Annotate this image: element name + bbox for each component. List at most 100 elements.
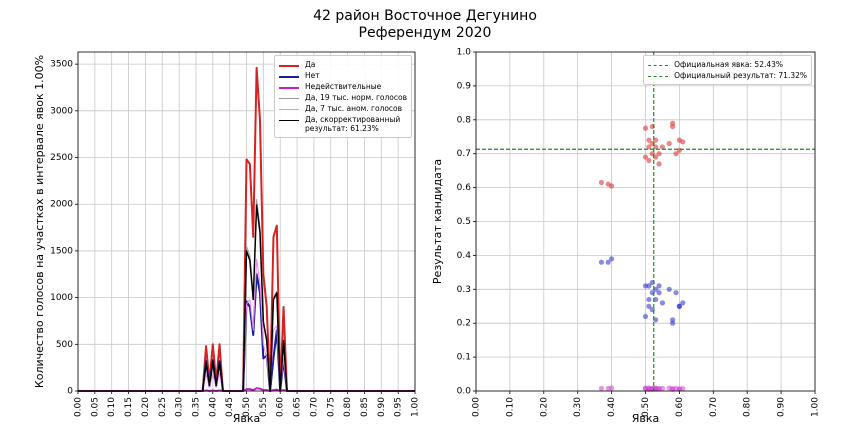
y-tick-label: 0.4 <box>457 251 472 261</box>
x-tick-label: 0.00 <box>74 397 84 417</box>
scatter-point <box>653 144 659 150</box>
x-tick-label: 0.85 <box>360 397 370 417</box>
scatter-point <box>659 385 666 391</box>
legend-key <box>278 76 299 78</box>
scatter-point <box>666 140 672 147</box>
y-tick-label: 2000 <box>50 200 73 210</box>
legend-key <box>278 109 299 110</box>
x-tick-label: 0.05 <box>90 397 100 417</box>
scatter-point <box>609 385 615 391</box>
legend-item: Недействительные <box>278 82 407 91</box>
scatter-point <box>605 259 611 265</box>
subtitle: Референдум 2020 <box>359 25 492 41</box>
x-tick-label: 0.10 <box>107 397 117 417</box>
scatter-point <box>656 151 662 157</box>
scatter-point <box>653 286 659 292</box>
legend-item: Официальный результат: 71.32% <box>648 71 807 80</box>
y-tick-label: 3000 <box>50 106 73 116</box>
legend-key <box>278 87 299 89</box>
scatter-point <box>609 183 615 189</box>
y-tick-label: 0.7 <box>457 149 471 159</box>
scatter-point <box>673 151 679 157</box>
scatter-point <box>609 256 615 262</box>
scatter-point <box>673 290 679 296</box>
title: 42 район Восточное Дегунино <box>313 8 537 24</box>
y-tick-label: 0.2 <box>457 319 471 329</box>
x-tick-label: 0.70 <box>709 397 719 417</box>
legend-item: Да, 19 тыс. норм. голосов <box>278 93 407 102</box>
legend-label: Да <box>304 60 316 69</box>
plot-frame <box>475 51 816 392</box>
scatter-point <box>680 300 686 306</box>
x-tick-label: 0.15 <box>124 397 134 417</box>
legend-item: Официальная явка: 52.43% <box>648 60 807 69</box>
x-tick-label: 0.40 <box>607 397 617 417</box>
legend-label: Недействительные <box>304 82 382 91</box>
x-tick-label: 0.65 <box>293 397 303 417</box>
y-tick-label: 3500 <box>50 60 73 70</box>
series-line <box>78 66 415 392</box>
scatter-point <box>646 137 652 143</box>
scatter-point <box>680 139 686 145</box>
legend-item: Да, 7 тыс. аном. голосов <box>278 104 407 113</box>
x-tick-label: 0.25 <box>158 397 168 417</box>
scatter-point <box>598 385 605 391</box>
y-tick-label: 0.9 <box>457 81 472 91</box>
scatter-point <box>656 161 662 167</box>
scatter-point <box>676 303 683 309</box>
y-axis-label: Количество голосов на участках в интерва… <box>33 55 46 388</box>
x-tick-label: 0.20 <box>539 397 549 417</box>
y-axis-label: Результат кандидата <box>431 159 444 284</box>
y-tick-label: 0 <box>67 387 73 397</box>
scatter-point <box>670 317 676 323</box>
scatter-point <box>642 313 649 320</box>
scatter-point <box>598 259 605 265</box>
scatter-point <box>646 296 652 303</box>
legend-label: Нет <box>304 71 320 80</box>
scatter-point <box>666 286 672 292</box>
scatter-point <box>642 125 649 131</box>
legend-label: Официальная явка: 52.43% <box>674 60 784 69</box>
x-tick-label: 0.75 <box>326 397 336 417</box>
legend-item: Нет <box>278 71 407 80</box>
x-tick-label: 0.80 <box>743 397 753 417</box>
x-tick-label: 0.00 <box>472 397 482 417</box>
y-tick-label: 1500 <box>50 246 73 256</box>
legend-key <box>648 65 669 66</box>
y-tick-label: 0.3 <box>457 285 471 295</box>
scatter-point <box>670 123 676 130</box>
x-tick-label: 0.90 <box>377 397 387 417</box>
x-tick-label: 0.40 <box>208 397 218 417</box>
x-tick-label: 0.60 <box>276 397 286 417</box>
y-tick-label: 2500 <box>50 153 73 163</box>
scatter-point <box>656 290 662 296</box>
legend-key <box>648 76 669 77</box>
x-axis-label: Явка <box>632 412 660 425</box>
x-tick-label: 0.30 <box>573 397 583 417</box>
scatter-point <box>646 144 652 150</box>
y-tick-label: 0.0 <box>457 387 472 397</box>
plot-frame <box>77 51 416 392</box>
legend-key <box>278 98 299 99</box>
legend-label: Да, скорректированный результат: 61.23% <box>304 115 401 133</box>
scatter-point <box>676 147 683 153</box>
legend-label: Официальный результат: 71.32% <box>674 71 807 80</box>
y-tick-label: 500 <box>56 340 73 350</box>
x-tick-label: 0.80 <box>343 397 353 417</box>
x-tick-label: 1.00 <box>811 397 821 417</box>
scatter-point <box>642 154 649 160</box>
y-tick-label: 0.5 <box>457 217 471 227</box>
scatter-point <box>659 300 666 306</box>
scatter-point <box>646 157 652 164</box>
x-tick-label: 0.50 <box>641 397 651 417</box>
x-tick-label: 0.95 <box>394 397 404 417</box>
x-tick-label: 0.10 <box>505 397 515 417</box>
series-line <box>78 204 415 392</box>
x-tick-label: 0.50 <box>242 397 252 417</box>
legend-item: Да <box>278 60 407 69</box>
y-tick-label: 1000 <box>50 293 73 303</box>
scatter-point <box>659 144 666 150</box>
scatter-point <box>653 154 659 160</box>
scatter-point <box>653 296 659 303</box>
